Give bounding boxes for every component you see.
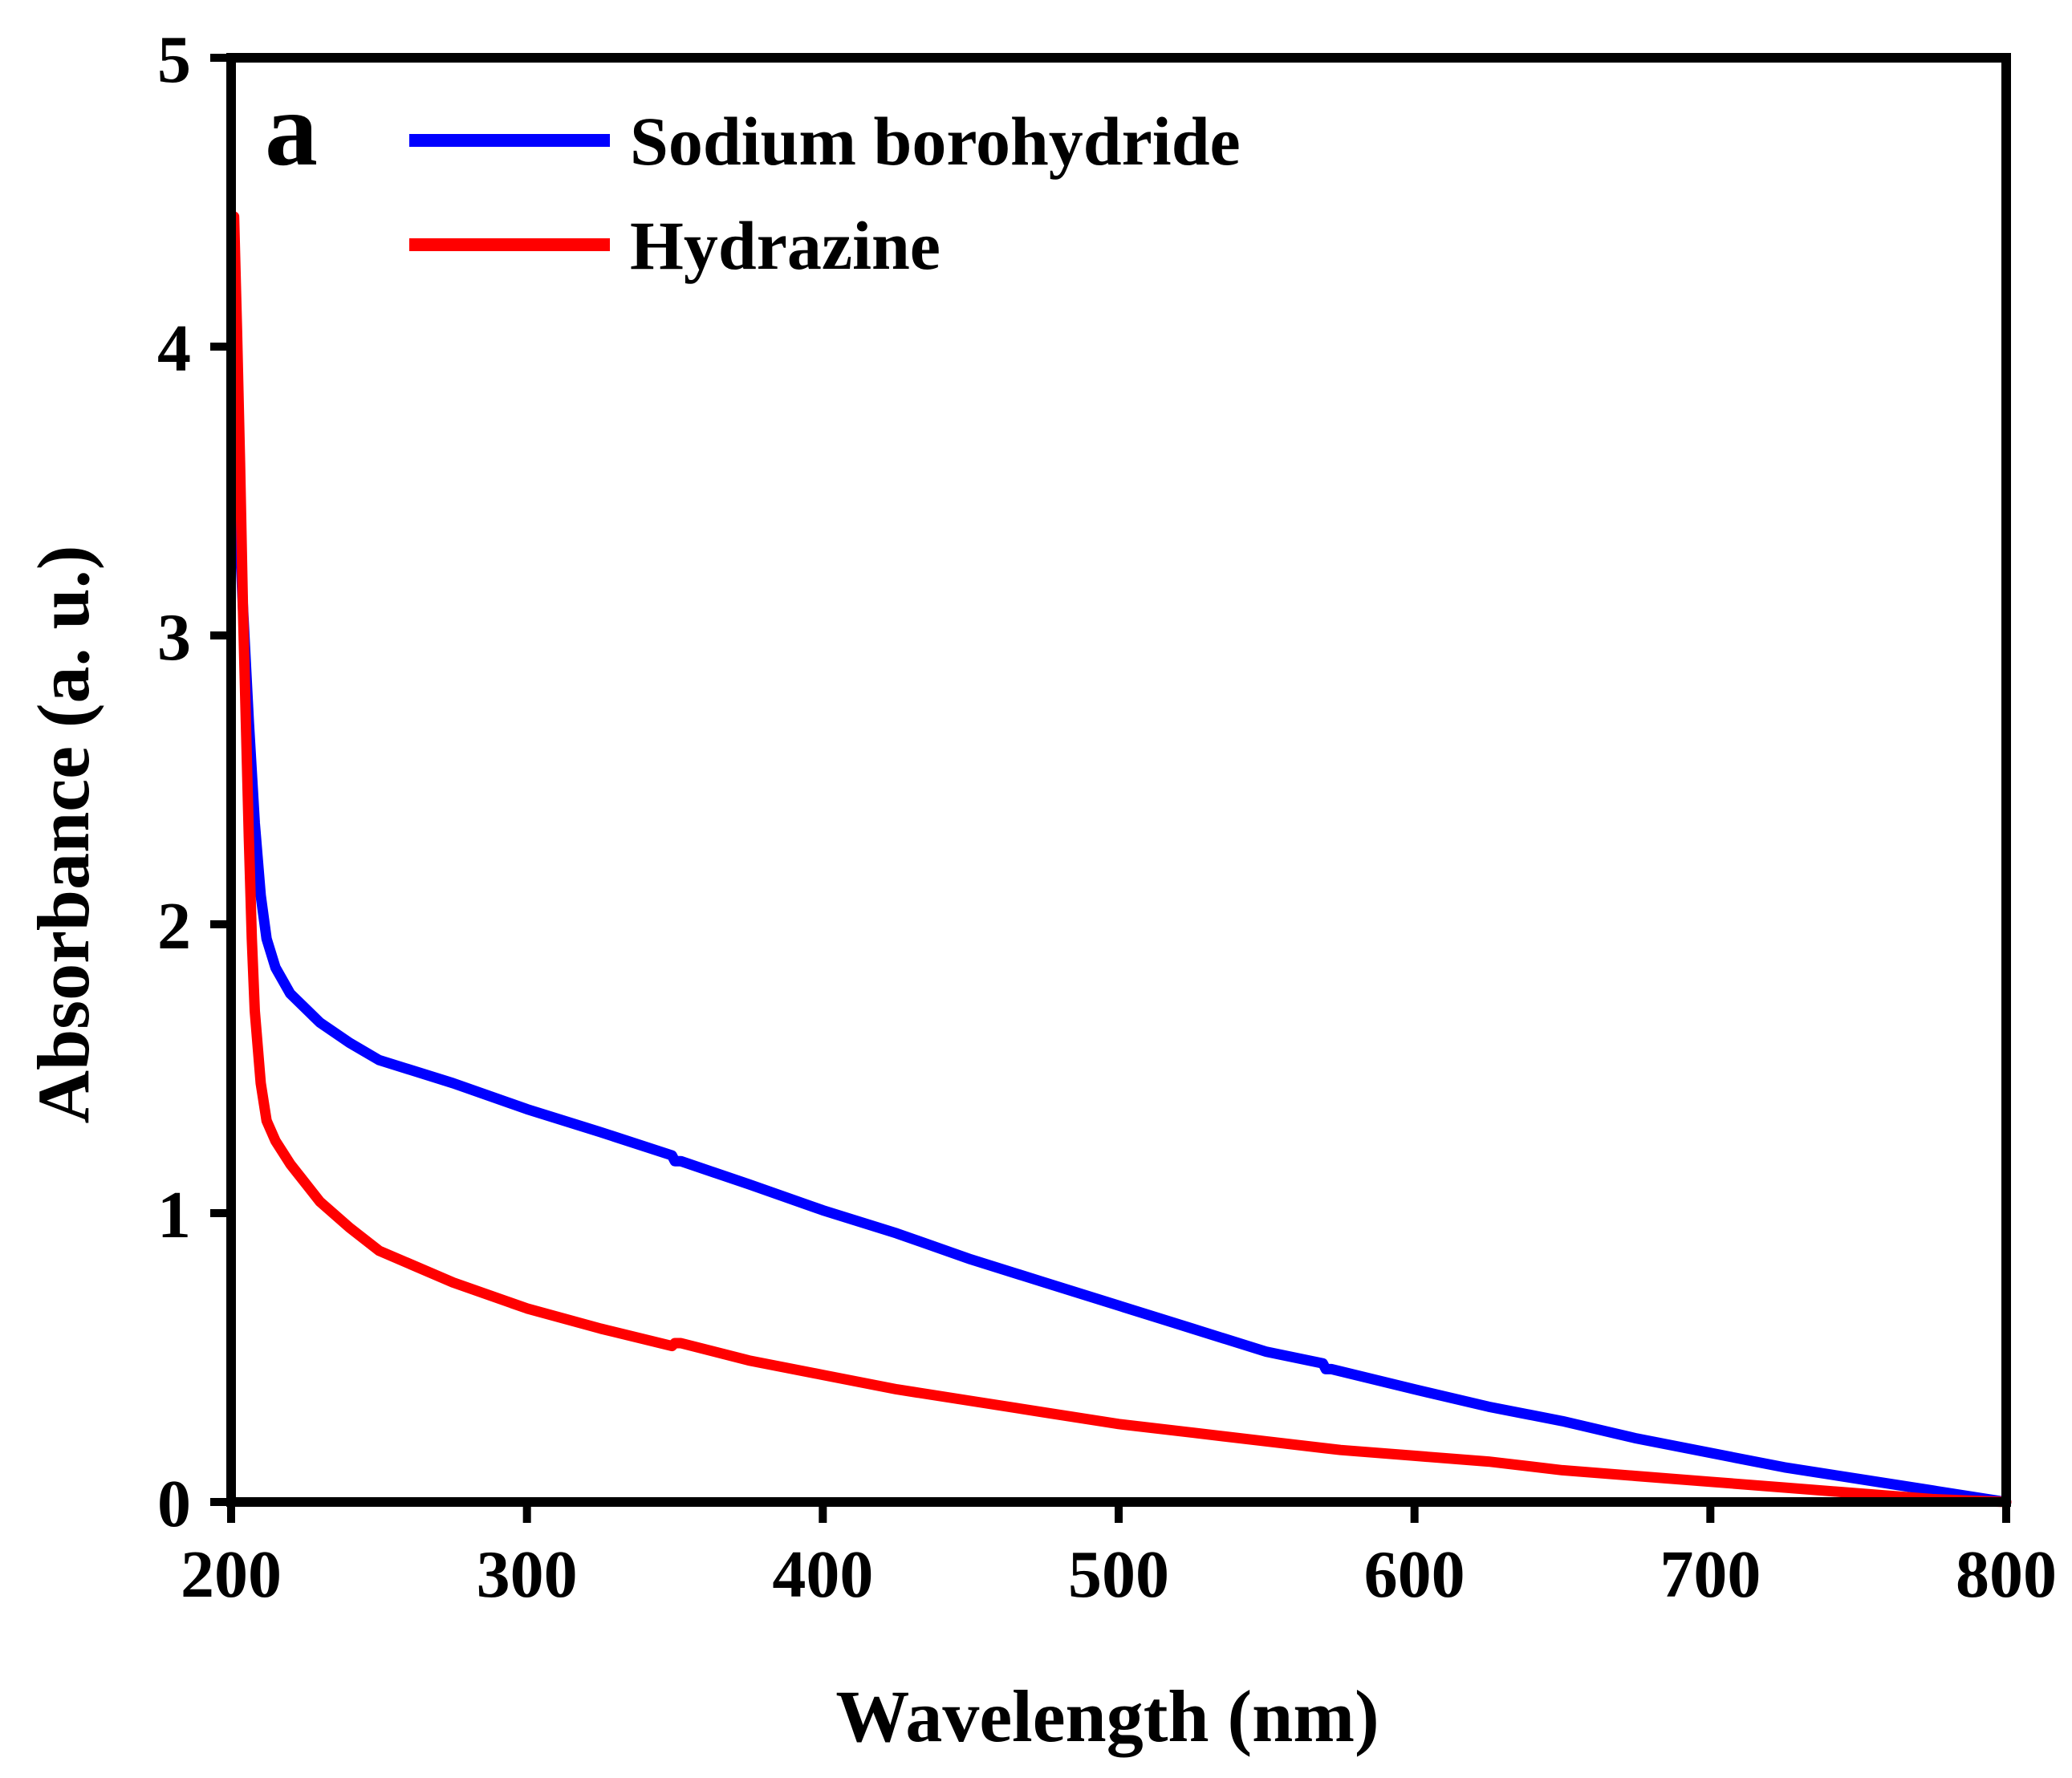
series-line-hydrazine	[229, 211, 2012, 1508]
axes-group	[226, 53, 2011, 1507]
x-tick-label: 400	[772, 1537, 873, 1612]
legend-label: Sodium borohydride	[630, 103, 1241, 180]
y-tick-label: 4	[157, 311, 191, 386]
ticks-group: 200 300 400 500 600 700 800 0 1 2 3 4 5	[157, 22, 2057, 1612]
x-tick-label: 800	[1956, 1537, 2057, 1612]
y-tick-label: 0	[157, 1467, 191, 1541]
x-tick-label: 300	[477, 1537, 578, 1612]
panel-label: a	[265, 70, 318, 188]
plot-frame	[226, 53, 2011, 1507]
series-group	[229, 211, 2012, 1508]
x-tick-label: 200	[181, 1537, 282, 1612]
y-tick-label: 2	[157, 889, 191, 964]
y-tick-label: 1	[157, 1178, 191, 1252]
y-axis-title: Absorbance (a. u.)	[22, 546, 104, 1124]
legend: Sodium borohydride Hydrazine	[409, 103, 1241, 284]
legend-label: Hydrazine	[630, 207, 941, 284]
y-tick-label: 3	[157, 600, 191, 675]
x-axis-title: Wavelength (nm)	[835, 1675, 1379, 1757]
x-tick-label: 500	[1068, 1537, 1169, 1612]
series-line-sodium-borohydride	[231, 471, 2012, 1508]
x-tick-label: 700	[1660, 1537, 1761, 1612]
x-tick-label: 600	[1364, 1537, 1465, 1612]
y-tick-label: 5	[157, 22, 191, 97]
